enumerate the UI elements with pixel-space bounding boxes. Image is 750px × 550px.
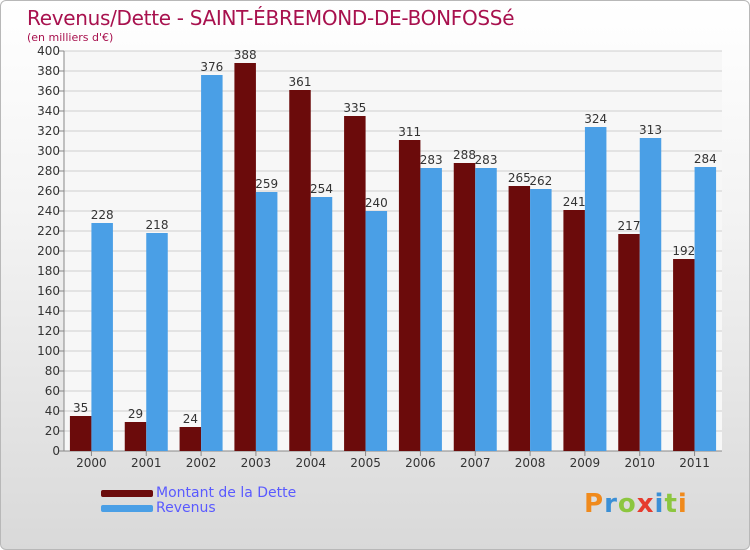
bar-revenus: [91, 223, 113, 451]
y-tick-label: 80: [45, 364, 60, 378]
data-label-revenus: 259: [255, 177, 278, 191]
data-label-dette: 288: [453, 148, 476, 162]
x-tick-label: 2006: [405, 456, 436, 470]
x-tick-label: 2009: [570, 456, 601, 470]
bar-dette: [618, 234, 640, 451]
bar-dette: [673, 259, 695, 451]
y-tick-label: 380: [37, 64, 60, 78]
y-tick-label: 260: [37, 184, 60, 198]
data-label-dette: 217: [618, 219, 641, 233]
data-label-revenus: 254: [310, 182, 333, 196]
x-tick-label: 2010: [624, 456, 655, 470]
legend-swatch-dette: [101, 490, 153, 497]
y-tick-label: 240: [37, 204, 60, 218]
logo-letter: i: [654, 489, 665, 519]
data-label-dette: 388: [234, 48, 257, 62]
data-label-revenus: 313: [639, 123, 662, 137]
data-label-dette: 35: [73, 401, 88, 415]
data-label-dette: 335: [343, 101, 366, 115]
bar-revenus: [530, 189, 552, 451]
data-label-revenus: 228: [91, 208, 114, 222]
y-tick-label: 20: [45, 424, 60, 438]
x-tick-label: 2003: [241, 456, 272, 470]
x-tick-label: 2005: [350, 456, 381, 470]
bar-revenus: [694, 167, 717, 451]
bar-dette: [234, 63, 256, 451]
y-tick-label: 120: [37, 324, 60, 338]
data-label-dette: 24: [183, 412, 198, 426]
y-tick-label: 360: [37, 84, 60, 98]
bar-revenus: [365, 211, 388, 451]
logo-letter: t: [664, 489, 678, 519]
bar-dette: [344, 116, 366, 451]
bar-dette: [453, 163, 476, 451]
logo-letter: P: [584, 489, 605, 519]
y-tick-label: 160: [37, 284, 60, 298]
y-tick-label: 60: [45, 384, 60, 398]
x-tick-label: 2000: [76, 456, 107, 470]
bar-revenus: [146, 233, 168, 451]
chart-subtitle: (en milliers d'€): [27, 31, 114, 44]
bar-dette: [124, 422, 147, 451]
bar-revenus: [639, 138, 662, 451]
data-label-dette: 361: [289, 75, 312, 89]
bar-dette: [179, 427, 202, 451]
data-label-revenus: 262: [529, 174, 552, 188]
logo-letter: i: [677, 489, 688, 519]
logo-letter: o: [617, 489, 637, 519]
bar-revenus: [310, 197, 333, 451]
y-tick-label: 140: [37, 304, 60, 318]
bar-dette: [563, 210, 585, 451]
y-tick-label: 280: [37, 164, 60, 178]
bar-revenus: [584, 127, 607, 451]
y-tick-label: 0: [52, 444, 60, 458]
y-tick-label: 220: [37, 224, 60, 238]
logo-letter: r: [604, 489, 618, 519]
legend-label-dette: Montant de la Dette: [156, 485, 297, 501]
data-label-dette: 29: [128, 407, 143, 421]
data-label-revenus: 324: [584, 112, 607, 126]
data-label-revenus: 240: [365, 196, 388, 210]
x-tick-label: 2008: [515, 456, 546, 470]
x-tick-label: 2007: [460, 456, 491, 470]
bar-revenus: [475, 168, 497, 451]
data-label-dette: 311: [398, 125, 421, 139]
y-tick-label: 200: [37, 244, 60, 258]
y-tick-label: 340: [37, 104, 60, 118]
data-label-dette: 192: [672, 244, 695, 258]
bar-dette: [398, 140, 421, 451]
bar-revenus: [201, 75, 223, 451]
data-label-revenus: 218: [146, 218, 169, 232]
y-tick-label: 180: [37, 264, 60, 278]
data-label-revenus: 283: [475, 153, 498, 167]
chart-title: Revenus/Dette - SAINT-ÉBREMOND-DE-BONFOS…: [27, 6, 515, 30]
x-tick-label: 2004: [295, 456, 326, 470]
data-label-revenus: 283: [420, 153, 443, 167]
bar-dette: [289, 90, 311, 451]
x-tick-label: 2011: [679, 456, 710, 470]
bar-dette: [69, 416, 92, 451]
data-label-revenus: 376: [200, 60, 223, 74]
y-tick-label: 320: [37, 124, 60, 138]
bar-dette: [508, 186, 531, 451]
data-label-revenus: 284: [694, 152, 717, 166]
x-tick-label: 2001: [131, 456, 162, 470]
bar-revenus: [255, 192, 278, 451]
y-tick-label: 300: [37, 144, 60, 158]
y-tick-label: 100: [37, 344, 60, 358]
proxiti-logo: Proxiti: [584, 489, 688, 519]
data-label-dette: 241: [563, 195, 586, 209]
y-tick-label: 40: [45, 404, 60, 418]
legend-swatch-revenus: [101, 505, 153, 512]
x-tick-label: 2002: [186, 456, 217, 470]
y-tick-label: 400: [37, 44, 60, 58]
legend-label-revenus: Revenus: [156, 500, 216, 516]
data-label-dette: 265: [508, 171, 531, 185]
logo-letter: x: [636, 489, 655, 519]
bar-revenus: [420, 168, 442, 451]
